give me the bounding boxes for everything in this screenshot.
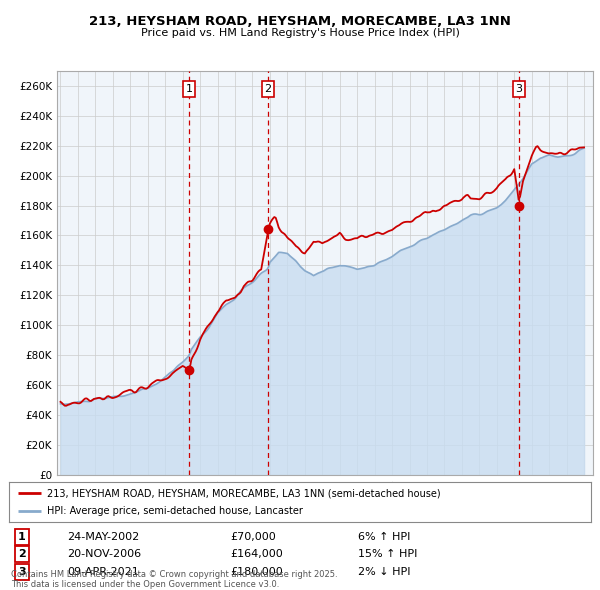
Text: 3: 3 [18,567,26,577]
Text: 09-APR-2021: 09-APR-2021 [67,567,139,577]
Text: HPI: Average price, semi-detached house, Lancaster: HPI: Average price, semi-detached house,… [47,506,303,516]
Text: £180,000: £180,000 [230,567,283,577]
Text: 24-MAY-2002: 24-MAY-2002 [67,532,139,542]
Text: 15% ↑ HPI: 15% ↑ HPI [358,549,418,559]
Text: £164,000: £164,000 [230,549,283,559]
Text: 2: 2 [265,84,272,94]
Text: 2: 2 [18,549,26,559]
Text: Price paid vs. HM Land Registry's House Price Index (HPI): Price paid vs. HM Land Registry's House … [140,28,460,38]
Text: Contains HM Land Registry data © Crown copyright and database right 2025.
This d: Contains HM Land Registry data © Crown c… [11,570,337,589]
Text: 1: 1 [18,532,26,542]
Text: £70,000: £70,000 [230,532,276,542]
Text: 2% ↓ HPI: 2% ↓ HPI [358,567,410,577]
Text: 213, HEYSHAM ROAD, HEYSHAM, MORECAMBE, LA3 1NN: 213, HEYSHAM ROAD, HEYSHAM, MORECAMBE, L… [89,15,511,28]
Text: 1: 1 [185,84,193,94]
Text: 3: 3 [515,84,523,94]
Text: 20-NOV-2006: 20-NOV-2006 [67,549,142,559]
Text: 6% ↑ HPI: 6% ↑ HPI [358,532,410,542]
Text: 213, HEYSHAM ROAD, HEYSHAM, MORECAMBE, LA3 1NN (semi-detached house): 213, HEYSHAM ROAD, HEYSHAM, MORECAMBE, L… [47,489,440,499]
